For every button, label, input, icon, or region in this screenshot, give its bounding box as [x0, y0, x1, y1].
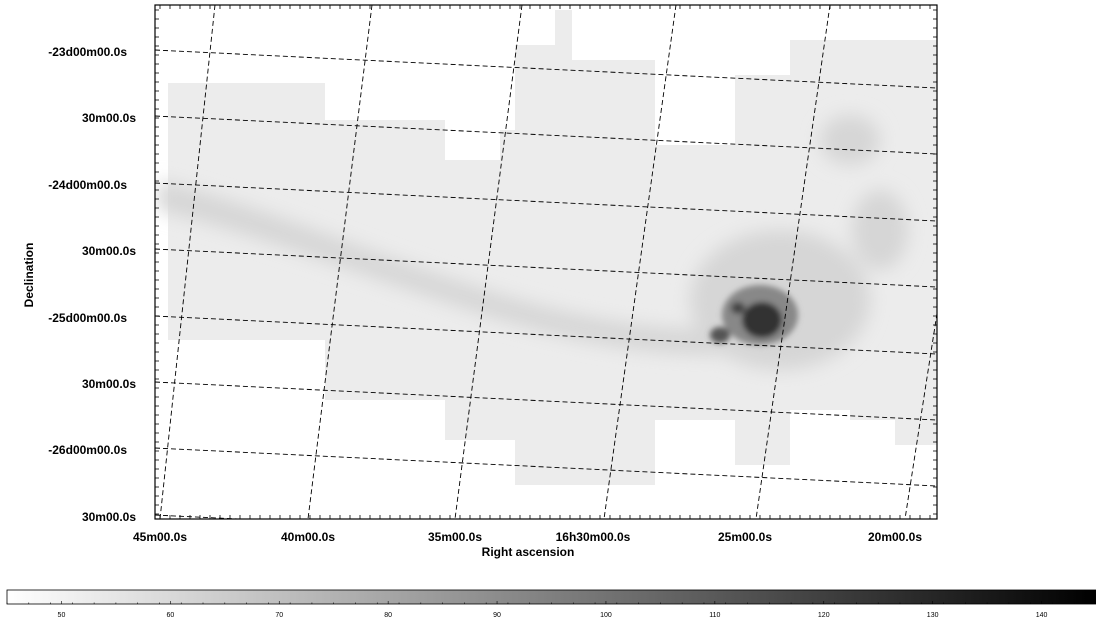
x-tick-label: 25m00.0s	[718, 530, 772, 544]
minor-ticks	[155, 5, 937, 519]
colorbar-labels: 50 60 70 80 90 100 110 120 130 140	[58, 612, 1048, 619]
coordinate-grid	[155, 5, 937, 519]
x-axis: 45m00.0s 40m00.0s 35m00.0s 16h30m00.0s 2…	[133, 530, 922, 559]
colorbar-tick-label: 80	[384, 612, 392, 619]
y-tick-label: -23d00m00.0s	[48, 45, 127, 59]
colorbar-tick-label: 50	[58, 612, 66, 619]
y-tick-label: 30m00.0s	[82, 111, 136, 125]
y-tick-label: -26d00m00.0s	[48, 443, 127, 457]
colorbar-ticks	[6, 601, 1096, 604]
colorbar-tick-label: 100	[600, 612, 612, 619]
coverage-footprint	[168, 10, 937, 485]
colorbar-tick-label: 60	[166, 612, 174, 619]
x-tick-label: 16h30m00.0s	[556, 530, 631, 544]
colorbar-tick-label: 120	[818, 612, 830, 619]
colorbar-tick-label: 140	[1036, 612, 1048, 619]
colorbar-tick-label: 70	[275, 612, 283, 619]
x-axis-title: Right ascension	[482, 545, 575, 559]
bright-core	[710, 285, 798, 345]
x-tick-label: 40m00.0s	[281, 530, 335, 544]
y-tick-label: -25d00m00.0s	[48, 311, 127, 325]
x-tick-label: 35m00.0s	[428, 530, 482, 544]
y-axis-title: Declination	[22, 243, 36, 308]
y-tick-label: -24d00m00.0s	[48, 178, 127, 192]
intensity-image	[155, 5, 937, 519]
x-tick-label: 45m00.0s	[133, 530, 187, 544]
colorbar-tick-label: 130	[927, 612, 939, 619]
y-axis: -23d00m00.0s 30m00.0s -24d00m00.0s 30m00…	[22, 45, 136, 524]
y-tick-label: 30m00.0s	[82, 377, 136, 391]
colorbar-tick-label: 110	[709, 612, 720, 619]
y-tick-label: 30m00.0s	[82, 244, 136, 258]
colorbar-tick-label: 90	[493, 612, 501, 619]
x-tick-label: 20m00.0s	[868, 530, 922, 544]
colorbar: 50 60 70 80 90 100 110 120 130 140	[6, 589, 1096, 619]
y-tick-label: 30m00.0s	[82, 510, 136, 524]
